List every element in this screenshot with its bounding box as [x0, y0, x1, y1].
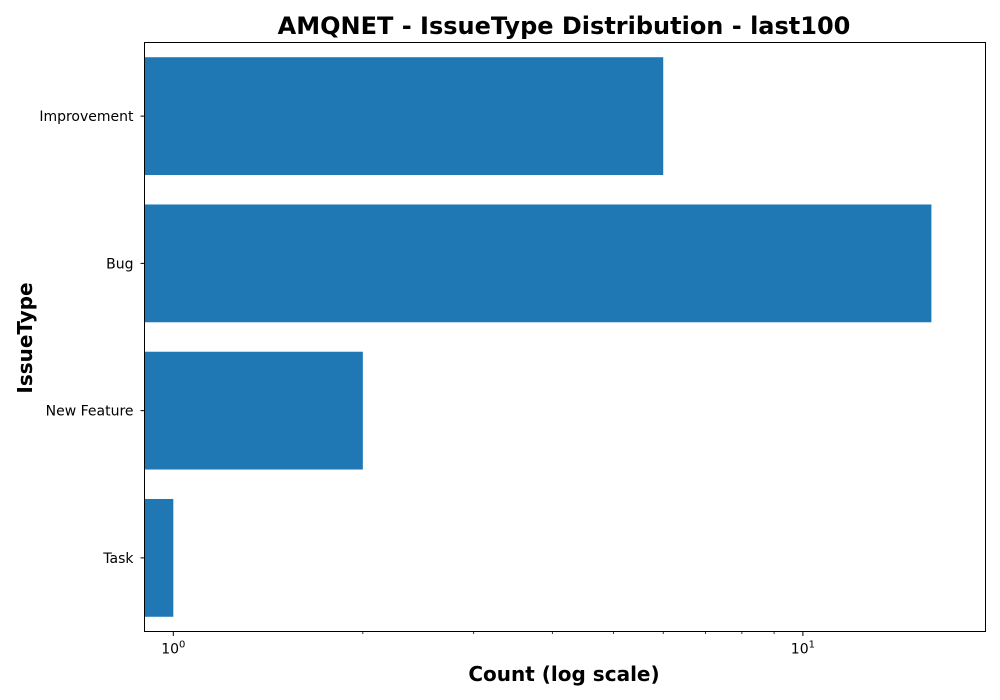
- chart-title: AMQNET - IssueType Distribution - last10…: [278, 12, 851, 40]
- bar-improvement: [144, 57, 664, 176]
- y-tick-label: Bug: [106, 256, 133, 272]
- x-axis-ticks: 100 101: [161, 631, 815, 658]
- y-axis-label: IssueType: [13, 282, 37, 393]
- y-tick-label: New Feature: [46, 404, 134, 420]
- x-tick-label: 101: [791, 640, 815, 658]
- y-tick-label: Task: [102, 551, 134, 567]
- bar-task: [144, 498, 174, 617]
- x-axis-label: Count (log scale): [468, 662, 659, 686]
- bar-bug: [144, 204, 932, 323]
- x-tick-label: 100: [161, 640, 185, 658]
- bar-new-feature: [144, 351, 363, 470]
- plot-frame: [144, 42, 986, 632]
- y-axis-ticks: Improvement Bug New Feature Task: [39, 109, 145, 567]
- y-tick-label: Improvement: [39, 109, 134, 125]
- bars-group: [144, 57, 932, 617]
